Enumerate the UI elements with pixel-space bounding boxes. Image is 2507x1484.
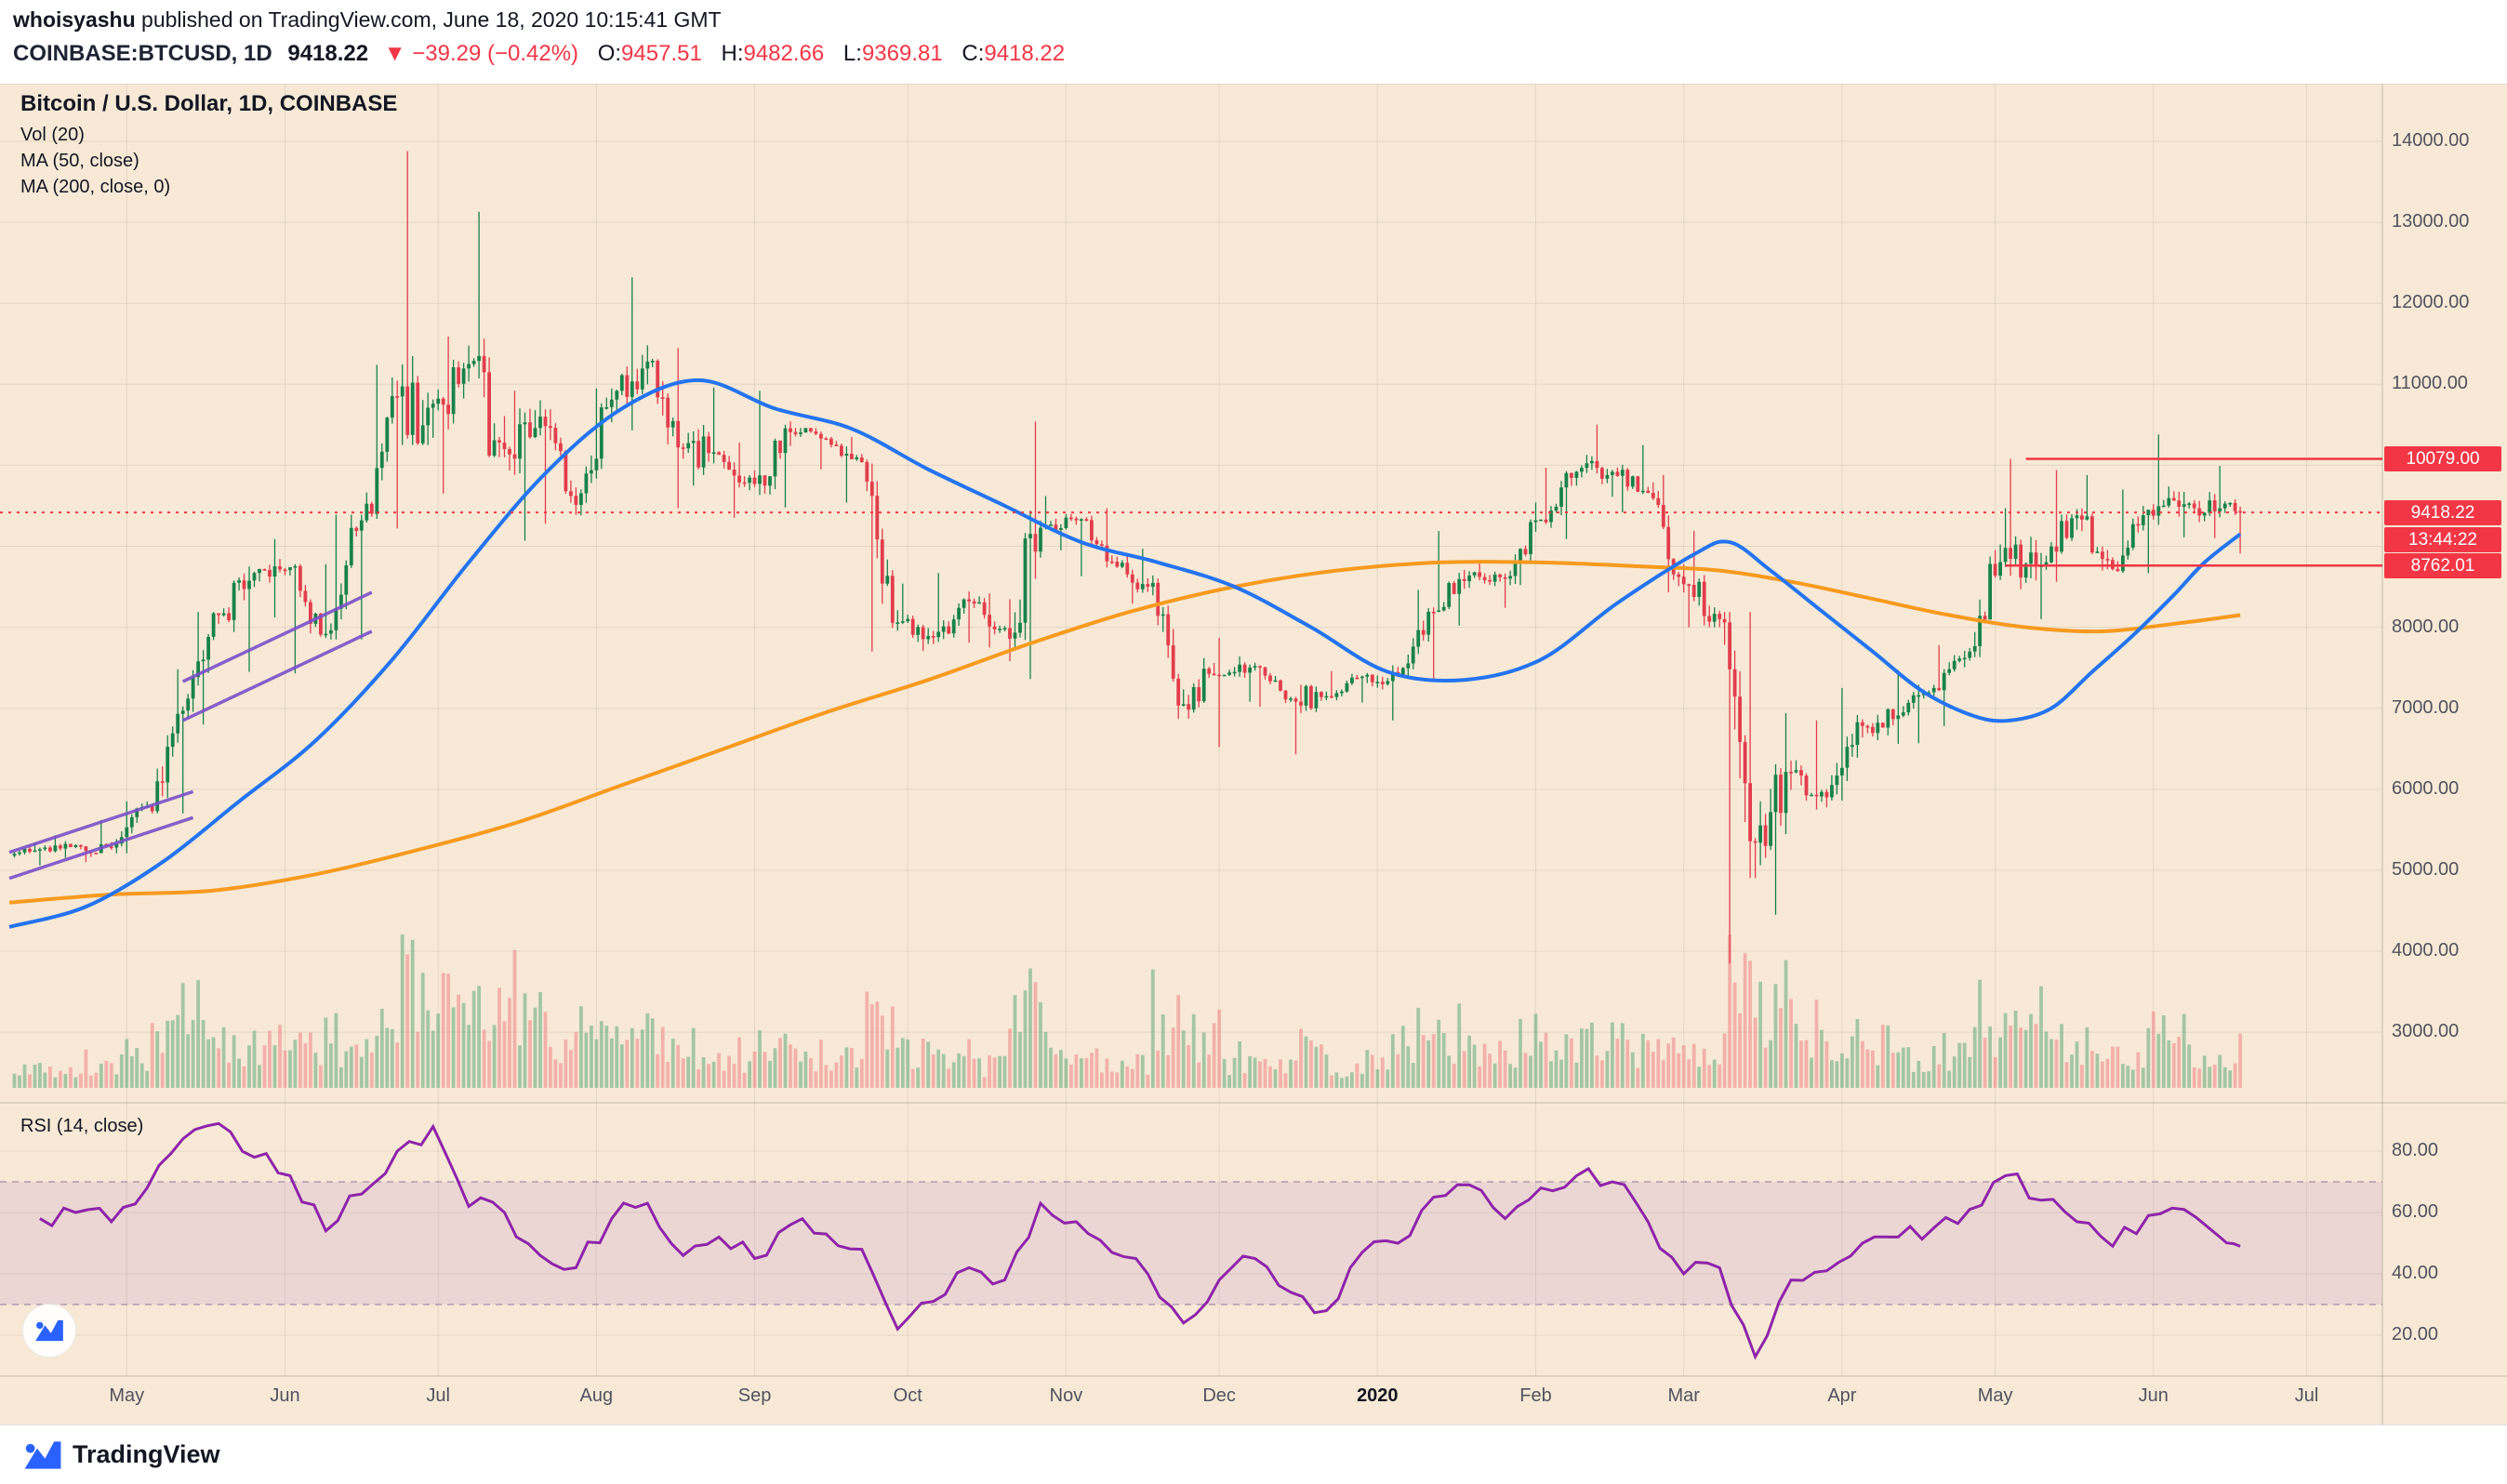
change-text: −39.29 (−0.42%) xyxy=(412,41,579,66)
byline-text: published on TradingView.com, June 18, 2… xyxy=(135,7,722,32)
time-axis-label: Jul xyxy=(2294,1385,2319,1406)
rsi-axis-label: 20.00 xyxy=(2392,1324,2439,1345)
rsi-axis-label: 40.00 xyxy=(2392,1263,2439,1283)
support-price-badge: 8762.01 xyxy=(2384,553,2501,578)
time-axis-label: Nov xyxy=(1049,1385,1083,1406)
price-axis[interactable]: 14000.0013000.0012000.0011000.0010000.00… xyxy=(2382,84,2507,1376)
time-axis-label: Aug xyxy=(579,1385,614,1406)
time-axis[interactable]: May Jun Jul Aug Sep Oct Nov Dec 2020 Feb Mar Apr May… xyxy=(0,1376,2507,1424)
time-axis-label: Oct xyxy=(893,1385,922,1406)
symbol-header: COINBASE:BTCUSD, 1D 9418.22 ▼ −39.29 (−0… xyxy=(13,41,1065,67)
time-axis-label: May xyxy=(109,1385,145,1406)
high-value: 9482.66 xyxy=(743,41,825,66)
chart-legend-title[interactable]: Bitcoin / U.S. Dollar, 1D, COINBASE xyxy=(20,91,398,116)
resistance-price-badge: 10079.00 xyxy=(2384,446,2501,471)
time-axis-label: Mar xyxy=(1667,1385,1700,1406)
legend-rsi-study[interactable]: RSI (14, close) xyxy=(20,1116,144,1136)
open-value: 9457.51 xyxy=(621,41,702,66)
down-arrow-icon: ▼ xyxy=(383,41,406,66)
legend-volume-study[interactable]: Vol (20) xyxy=(20,125,85,145)
price-change: ▼ −39.29 (−0.42%) xyxy=(384,41,578,66)
time-axis-label: Sep xyxy=(737,1385,772,1406)
time-axis-label: Apr xyxy=(1827,1385,1857,1406)
low-label: L: xyxy=(842,41,862,66)
header: whoisyashu published on TradingView.com,… xyxy=(0,0,2507,84)
tradingview-logo-icon[interactable] xyxy=(22,1439,63,1471)
time-axis-label: Jul xyxy=(426,1385,450,1406)
close-label: C: xyxy=(962,41,985,66)
rsi-axis-label: 60.00 xyxy=(2392,1201,2439,1222)
countdown-badge: 13:44:22 xyxy=(2384,527,2501,552)
symbol-title[interactable]: COINBASE:BTCUSD, 1D xyxy=(13,41,272,66)
time-axis-label: May xyxy=(1977,1385,2013,1406)
time-axis-label: Jun xyxy=(270,1385,300,1406)
price-axis-label: 12000.00 xyxy=(2392,292,2470,313)
tradingview-logo-icon xyxy=(35,1319,63,1342)
time-axis-label: 2020 xyxy=(1357,1385,1399,1406)
legend-ma50-study[interactable]: MA (50, close) xyxy=(20,151,139,171)
time-axis-label: Dec xyxy=(1202,1385,1236,1406)
price-axis-label: 14000.00 xyxy=(2392,130,2470,151)
price-axis-label: 11000.00 xyxy=(2392,373,2468,394)
time-axis-label: Jun xyxy=(2138,1385,2169,1406)
price-axis-label: 5000.00 xyxy=(2392,858,2460,880)
open-label: O: xyxy=(597,41,622,66)
author-name[interactable]: whoisyashu xyxy=(13,7,136,32)
legend-ma200-study[interactable]: MA (200, close, 0) xyxy=(20,177,171,197)
last-price-badge: 9418.22 xyxy=(2384,500,2501,525)
price-axis-label: 4000.00 xyxy=(2392,940,2460,961)
price-axis-label: 13000.00 xyxy=(2392,211,2470,232)
high-label: H: xyxy=(721,41,744,66)
price-axis-label: 8000.00 xyxy=(2392,616,2460,637)
price-axis-label: 3000.00 xyxy=(2392,1021,2460,1042)
tradingview-watermark-button[interactable] xyxy=(22,1304,76,1358)
low-value: 9369.81 xyxy=(861,41,943,66)
time-axis-label: Feb xyxy=(1519,1385,1552,1406)
price-axis-label: 6000.00 xyxy=(2392,777,2460,799)
footer: TradingView xyxy=(0,1424,2507,1484)
last-price-value: 9418.22 xyxy=(287,41,369,66)
byline: whoisyashu published on TradingView.com,… xyxy=(13,7,722,33)
rsi-axis-label: 80.00 xyxy=(2392,1140,2439,1160)
close-value: 9418.22 xyxy=(984,41,1066,66)
tradingview-brand[interactable]: TradingView xyxy=(73,1440,220,1468)
price-axis-label: 7000.00 xyxy=(2392,696,2460,718)
